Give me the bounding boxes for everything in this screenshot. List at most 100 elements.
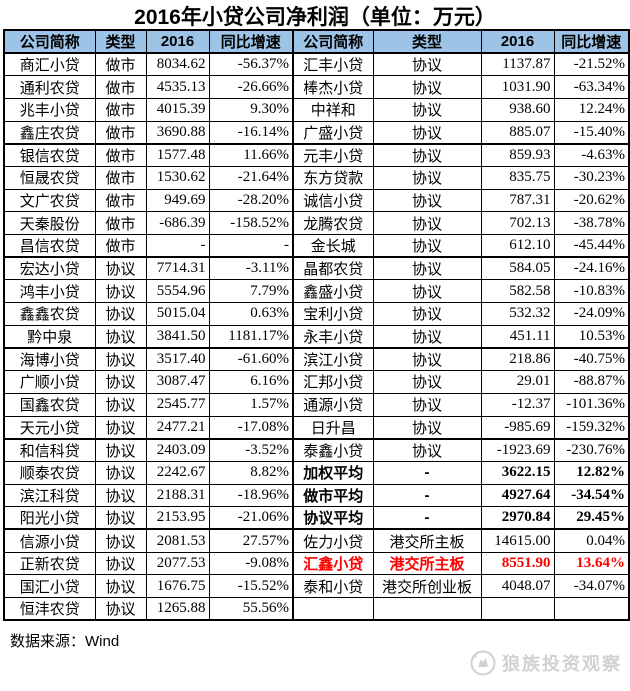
cell-company: 广盛小贷 xyxy=(292,120,374,145)
cell-company: 天元小贷 xyxy=(3,415,96,440)
table-row: 鸿丰小贷 协议 5554.96 7.79% 鑫盛小贷 协议 582.58 -10.83% xyxy=(3,279,630,304)
cell-2016-value: 2403.09 xyxy=(145,438,210,462)
cell-type: 做市 xyxy=(94,75,147,99)
cell-company: 顺泰农贷 xyxy=(3,460,96,485)
cell-type: 协议 xyxy=(94,392,147,417)
cell-type: 协议 xyxy=(94,324,147,349)
cell-2016-value: 2188.31 xyxy=(145,483,210,508)
cell-2016-value: 3517.40 xyxy=(145,347,210,372)
table-row: 商汇小贷 做市 8034.62 -56.37% 汇丰小贷 协议 1137.87 -21.52% xyxy=(3,52,630,77)
cell-type: 协议 xyxy=(94,574,147,598)
cell-yoy-growth: 11.66% xyxy=(208,143,294,167)
cell-2016-value: 885.07 xyxy=(480,120,555,145)
cell-company: 文广农贷 xyxy=(3,188,96,213)
cell-company: 汇丰小贷 xyxy=(292,52,374,77)
cell-yoy-growth: -30.23% xyxy=(553,165,630,190)
cell-company: 泰和小贷 xyxy=(292,574,374,598)
cell-company: 恒沣农贷 xyxy=(3,597,96,621)
cell-type: - xyxy=(372,460,482,485)
header-row: 公司简称 类型 2016 同比增速 公司简称 类型 2016 同比增速 xyxy=(3,29,630,54)
cell-2016-value: 5015.04 xyxy=(145,302,210,326)
column-header: 公司简称 xyxy=(3,29,96,54)
cell-company: 滨江科贷 xyxy=(3,483,96,508)
cell-company: 国鑫农贷 xyxy=(3,392,96,417)
cell-yoy-growth: 29.45% xyxy=(553,506,630,531)
cell-yoy-growth: 27.57% xyxy=(208,528,294,553)
column-header: 类型 xyxy=(94,29,147,54)
table-row: 国汇小贷 协议 1676.75 -15.52% 泰和小贷 港交所创业板 4048.07 -34… xyxy=(3,574,630,598)
cell-yoy-growth: -56.37% xyxy=(208,52,294,77)
cell-company: 通利农贷 xyxy=(3,75,96,99)
cell-yoy-growth: -10.83% xyxy=(553,279,630,304)
cell-company xyxy=(292,597,374,621)
cell-2016-value: 29.01 xyxy=(480,370,555,394)
cell-type: 协议 xyxy=(94,551,147,576)
cell-2016-value: 2970.84 xyxy=(480,506,555,531)
cell-2016-value: 2545.77 xyxy=(145,392,210,417)
cell-company: 元丰小贷 xyxy=(292,143,374,167)
cell-type: 协议 xyxy=(94,597,147,621)
cell-2016-value: 859.93 xyxy=(480,143,555,167)
table-row: 鑫庄农贷 做市 3690.88 -16.14% 广盛小贷 协议 885.07 -15.40% xyxy=(3,120,630,145)
cell-2016-value: 4535.13 xyxy=(145,75,210,99)
cell-type: 做市 xyxy=(94,234,147,259)
cell-type: 港交所主板 xyxy=(372,551,482,576)
cell-2016-value: 451.11 xyxy=(480,324,555,349)
cell-type: 协议 xyxy=(94,460,147,485)
cell-company: 天秦股份 xyxy=(3,211,96,235)
cell-yoy-growth: -24.16% xyxy=(553,256,630,281)
cell-yoy-growth: -101.36% xyxy=(553,392,630,417)
cell-type: 协议 xyxy=(372,324,482,349)
cell-type: 做市 xyxy=(94,120,147,145)
cell-type: 协议 xyxy=(372,279,482,304)
table-row: 兆丰小贷 做市 4015.39 9.30% 中祥和 协议 938.60 12.24% xyxy=(3,97,630,122)
cell-yoy-growth: 6.16% xyxy=(208,370,294,394)
cell-company: 汇邦小贷 xyxy=(292,370,374,394)
table-body: 商汇小贷 做市 8034.62 -56.37% 汇丰小贷 协议 1137.87 -21.52%… xyxy=(3,52,630,621)
cell-yoy-growth: -159.32% xyxy=(553,415,630,440)
cell-yoy-growth: 0.04% xyxy=(553,528,630,553)
cell-type: 港交所创业板 xyxy=(372,574,482,598)
cell-yoy-growth: -26.66% xyxy=(208,75,294,99)
cell-company: 泰鑫小贷 xyxy=(292,438,374,462)
cell-type xyxy=(372,597,482,621)
cell-yoy-growth: 1181.17% xyxy=(208,324,294,349)
cell-company: 金长城 xyxy=(292,234,374,259)
cell-yoy-growth: 0.63% xyxy=(208,302,294,326)
cell-type: 协议 xyxy=(372,234,482,259)
cell-type: 协议 xyxy=(94,256,147,281)
cell-yoy-growth: -38.78% xyxy=(553,211,630,235)
cell-yoy-growth: 8.82% xyxy=(208,460,294,485)
cell-2016-value: 1676.75 xyxy=(145,574,210,598)
cell-company: 鸿丰小贷 xyxy=(3,279,96,304)
cell-company: 日升昌 xyxy=(292,415,374,440)
table-row: 鑫鑫农贷 协议 5015.04 0.63% 宝利小贷 协议 532.32 -24.09% xyxy=(3,302,630,326)
cell-type: 协议 xyxy=(94,302,147,326)
cell-2016-value: 1031.90 xyxy=(480,75,555,99)
cell-yoy-growth: -34.54% xyxy=(553,483,630,508)
cell-company: 信源小贷 xyxy=(3,528,96,553)
cell-company: 通源小贷 xyxy=(292,392,374,417)
table-row: 阳光小贷 协议 2153.95 -21.06% 协议平均 -2970.84 29.45% xyxy=(3,506,630,531)
cell-yoy-growth: 12.24% xyxy=(553,97,630,122)
cell-company: 昌信农贷 xyxy=(3,234,96,259)
cell-type: - xyxy=(372,506,482,531)
cell-yoy-growth: 9.30% xyxy=(208,97,294,122)
cell-type: 协议 xyxy=(372,302,482,326)
cell-2016-value: 8551.90 xyxy=(480,551,555,576)
cell-2016-value: 2153.95 xyxy=(145,506,210,531)
cell-2016-value: 1137.87 xyxy=(480,52,555,77)
cell-yoy-growth: -230.76% xyxy=(553,438,630,462)
cell-2016-value: 5554.96 xyxy=(145,279,210,304)
cell-yoy-growth: -40.75% xyxy=(553,347,630,372)
cell-yoy-growth: -17.08% xyxy=(208,415,294,440)
cell-type: 协议 xyxy=(94,483,147,508)
cell-company: 加权平均 xyxy=(292,460,374,485)
cell-yoy-growth: -21.52% xyxy=(553,52,630,77)
cell-yoy-growth: -24.09% xyxy=(553,302,630,326)
cell-type: 协议 xyxy=(372,52,482,77)
table-row: 和信科贷 协议 2403.09 -3.52% 泰鑫小贷 协议 -1923.69 -230.76… xyxy=(3,438,630,462)
cell-2016-value: 584.05 xyxy=(480,256,555,281)
cell-2016-value: 835.75 xyxy=(480,165,555,190)
cell-company: 广顺小贷 xyxy=(3,370,96,394)
